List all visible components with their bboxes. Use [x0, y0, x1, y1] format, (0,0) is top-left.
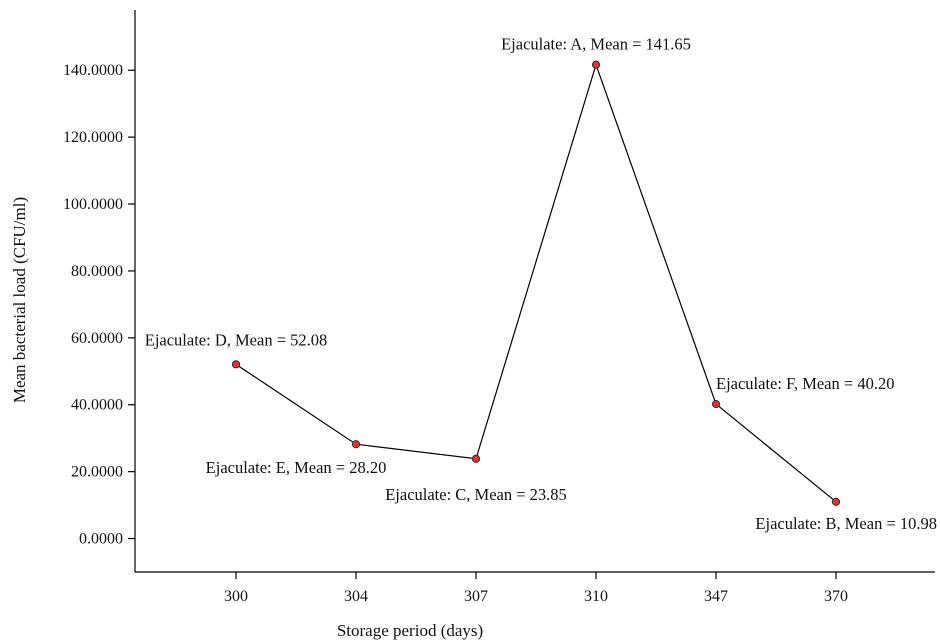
series-line [235, 62, 837, 503]
x-tick-label: 370 [824, 588, 848, 605]
y-axis-title: Mean bacterial load (CFU/ml) [10, 197, 29, 403]
y-tick-label: 0.0000 [79, 531, 123, 548]
data-annotations: Ejaculate: D, Mean = 52.08 Ejaculate: E, … [145, 35, 937, 533]
data-markers [231, 60, 841, 506]
x-tick-label: 300 [224, 588, 248, 605]
x-axis-title: Storage period (days) [337, 621, 483, 640]
data-annotation: Ejaculate: A, Mean = 141.65 [501, 35, 691, 54]
data-annotation: Ejaculate: F, Mean = 40.20 [716, 374, 894, 393]
x-tick-label: 304 [344, 588, 368, 605]
y-tick-label: 20.0000 [71, 464, 123, 481]
y-tick-label: 140.0000 [63, 62, 123, 79]
data-annotation: Ejaculate: E, Mean = 28.20 [206, 458, 387, 477]
y-tick-label: 80.0000 [71, 263, 123, 280]
data-point-marker [231, 360, 241, 369]
data-annotation: Ejaculate: C, Mean = 23.85 [385, 485, 567, 504]
data-point-marker [591, 60, 601, 69]
data-point-marker [831, 497, 841, 506]
y-ticks: 0.0000 20.0000 40.0000 60.0000 80.0000 100.00… [63, 62, 135, 548]
data-annotation: Ejaculate: D, Mean = 52.08 [145, 330, 328, 349]
data-annotation: Ejaculate: B, Mean = 10.98 [755, 514, 937, 533]
data-point-marker [471, 454, 481, 463]
y-tick-label: 60.0000 [71, 330, 123, 347]
x-tick-label: 310 [584, 588, 608, 605]
axes [134, 10, 935, 573]
x-ticks: 300 304 307 310 347 370 [224, 572, 848, 605]
x-tick-label: 347 [704, 588, 728, 605]
y-tick-label: 40.0000 [71, 397, 123, 414]
y-tick-label: 100.0000 [63, 196, 123, 213]
data-point-marker [351, 440, 361, 449]
data-point-marker [711, 400, 721, 409]
x-tick-label: 307 [464, 588, 488, 605]
y-tick-label: 120.0000 [63, 129, 123, 146]
